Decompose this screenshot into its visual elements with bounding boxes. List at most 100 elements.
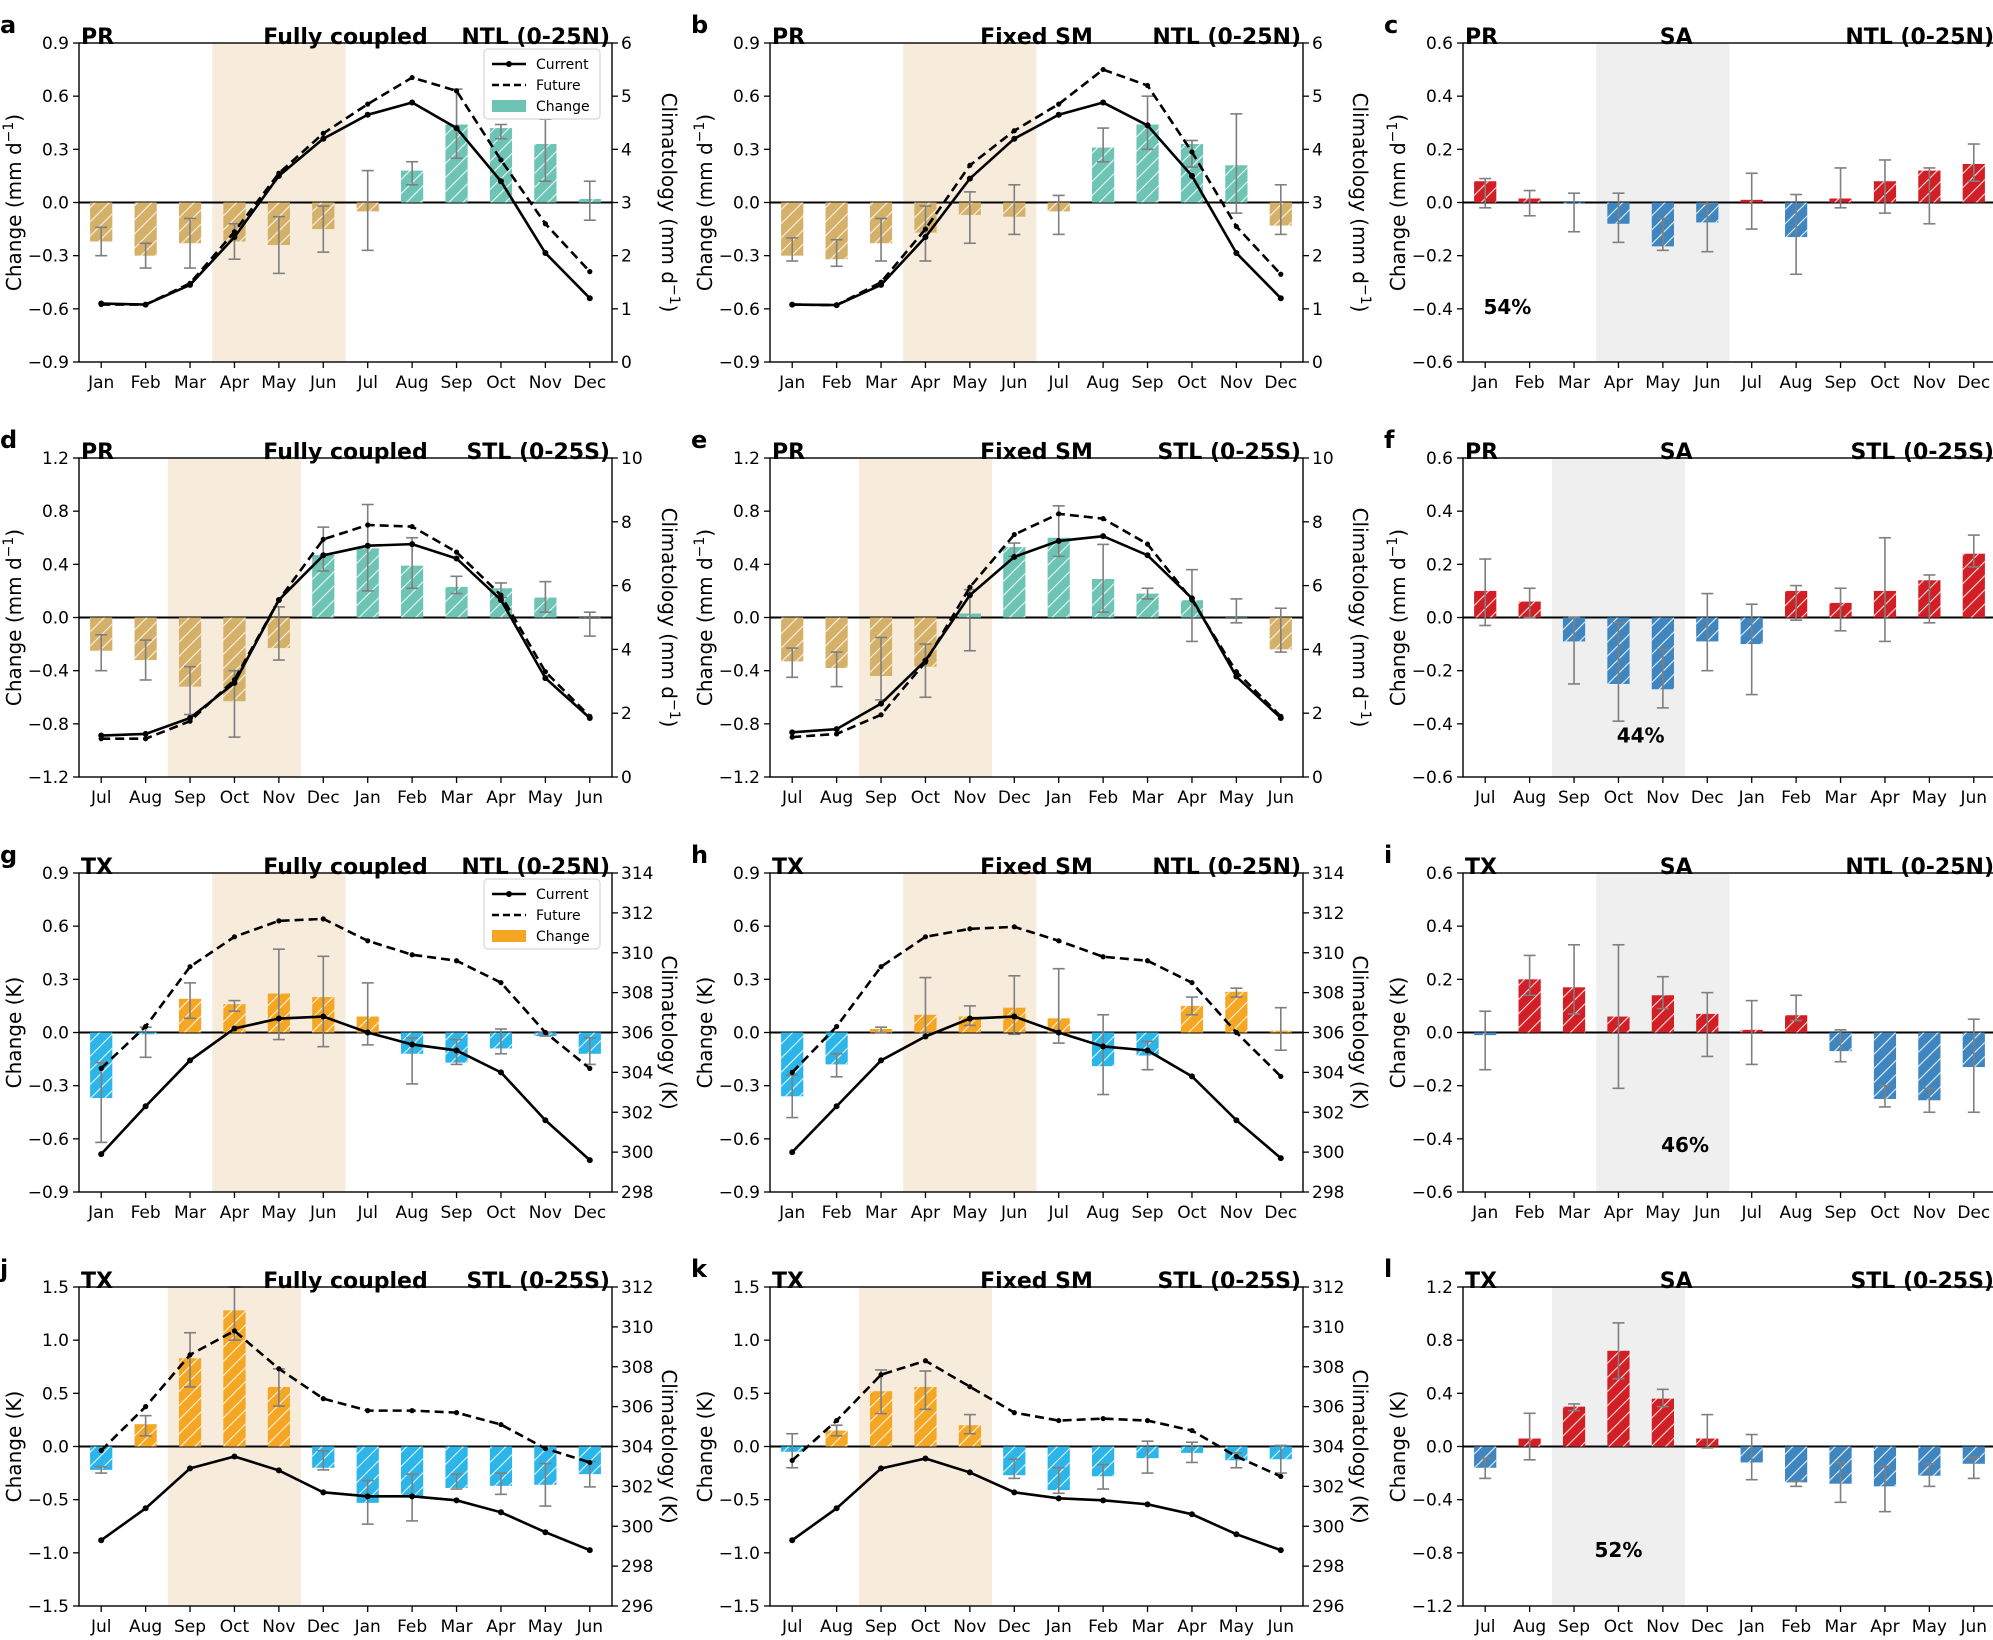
future-point-Aug [1100,954,1106,960]
y-tick-label: 0.5 [733,1384,760,1404]
x-tick-label: Sep [174,1617,206,1636]
error-bar-Aug [1523,587,1536,619]
error-bar-Dec [1701,592,1714,672]
y-tick-label: −0.9 [28,1183,69,1203]
x-tick-label: Sep [1132,373,1164,393]
error-bar-Feb [1097,1463,1110,1490]
current-point-Apr [231,1025,238,1032]
panel-letter: j [0,1255,8,1283]
error-bar-Mar [875,217,888,262]
error-bar-Mar [1141,1440,1154,1474]
current-point-Jun [1011,1013,1018,1020]
x-tick-label: Feb [1781,788,1811,808]
y-tick-label: 0.4 [42,555,69,575]
x-tick-label: Dec [1264,373,1297,393]
current-point-Feb [142,301,149,308]
future-point-Dec [320,1396,326,1402]
future-point-May [967,926,973,932]
error-bar-Feb [1523,954,1536,997]
current-point-Jan [98,300,105,307]
future-point-Feb [143,1023,149,1030]
panel-variable: TX [1465,855,1497,880]
current-point-Sep [453,125,460,132]
x-tick-label: Nov [1220,1203,1253,1223]
legend-change-patch [492,100,526,112]
panel-region: NTL (0-25N) [1845,855,1993,880]
future-point-Jul [789,734,795,740]
current-point-Feb [1100,533,1107,540]
x-tick-label: Dec [998,1617,1031,1636]
error-bar-Sep [184,1331,197,1388]
y2-tick-label: 2 [621,247,632,267]
bar-hatch-Oct [1873,1032,1897,1099]
current-point-Feb [142,1103,149,1110]
y2-axis-label: Climatology (K) [657,1369,681,1523]
current-point-Feb [409,1493,416,1500]
current-point-Sep [1144,122,1151,129]
y2-tick-label: 4 [1312,640,1323,660]
x-tick-label: Apr [1870,788,1899,808]
panel-title: Fully coupled [263,855,427,880]
panel-region: STL (0-25S) [466,440,610,465]
error-bar-Mar [1834,1461,1847,1504]
future-point-Jun [1011,924,1017,930]
current-line [100,1455,591,1552]
x-tick-label: Jan [1045,788,1072,808]
legend-current-label: Current [536,57,589,73]
x-tick-label: May [1219,1617,1254,1636]
x-tick-label: Oct [486,1203,516,1223]
y2-tick-label: 2 [621,704,632,724]
y-tick-label: −0.6 [1412,353,1453,373]
bar-hatch-Nov [1918,1032,1941,1101]
future-point-Jul [789,1457,795,1464]
superscript: −1 [1,537,17,558]
legend-change-label: Change [536,99,590,115]
current-point-Apr [497,1509,504,1516]
error-bar-Sep [1568,616,1581,685]
y2-tick-label: 6 [621,34,632,54]
panel-letter: h [691,841,708,869]
x-tick-label: Nov [1913,1203,1946,1223]
x-tick-label: Oct [1604,1617,1634,1636]
future-point-Jun [1278,1473,1284,1480]
bar-hatch-Oct [223,1310,246,1447]
error-bar-Jan [786,237,799,262]
current-point-May [1233,1531,1240,1538]
error-bar-Dec [1274,1006,1287,1052]
error-bar-Dec [1967,1018,1980,1114]
x-tick-label: Jun [576,1617,604,1636]
panel-title: Fully coupled [263,1269,427,1294]
x-tick-label: Jun [1693,1203,1721,1223]
future-point-Dec [587,1065,593,1071]
x-tick-label: Apr [1604,373,1633,393]
y-axis-label: Change (mm d−1) [692,114,717,291]
panel-k: −1.5 −1.0 −0.5 0.0 0.5 1.0 1.5 296 298 300 302 304 3… [691,1255,1372,1637]
future-point-Jan [789,1069,795,1075]
y2-tick-label: 0 [1312,353,1323,373]
future-point-Feb [409,1408,415,1414]
current-point-Jan [789,301,796,308]
current-point-Jun [586,714,593,721]
x-tick-label: May [261,373,296,393]
x-tick-label: Sep [1132,1203,1164,1223]
current-point-Aug [1100,99,1107,106]
y-axis-label: Change (K) [2,1391,26,1503]
error-bar-Jul [1745,172,1758,230]
current-point-Oct [231,679,238,686]
current-point-Oct [497,178,504,185]
x-tick-label: May [1219,788,1254,808]
panel-title: SA [1660,25,1693,50]
error-bar-Mar [1834,587,1847,632]
y-tick-label: −0.3 [719,1077,760,1097]
superscript: −1 [692,537,708,558]
y-tick-label: −0.8 [28,715,69,735]
error-bar-Feb [1523,189,1536,217]
future-point-Mar [1144,1417,1151,1424]
current-point-May [542,1529,549,1536]
panel-letter: f [1384,426,1395,454]
superscript: −1 [1385,122,1401,143]
y2-axis-label: Climatology (mm d−1) [657,93,682,313]
error-bar-Aug [1097,1013,1110,1096]
error-bar-Jul [1052,194,1065,236]
current-point-Feb [1100,1497,1107,1504]
